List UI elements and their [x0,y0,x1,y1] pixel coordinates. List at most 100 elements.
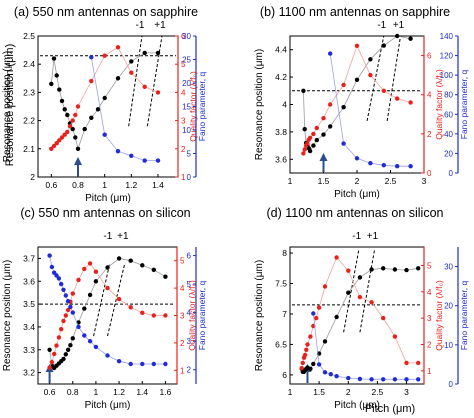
plot-frame [37,35,179,178]
y3-tick-label: 40 [444,130,453,139]
data-point-y2 [346,268,351,273]
data-point-y2 [316,305,322,310]
data-point-y1 [354,77,360,83]
data-point-y1 [82,306,87,311]
y2-tick-label: 1 [180,366,185,375]
order-label: -1 [103,231,112,242]
data-point-y3 [369,377,374,382]
data-point-y3 [316,362,322,367]
data-point-y2 [151,313,156,318]
data-point-y1 [70,126,75,132]
data-point-y1 [54,73,59,78]
data-point-y2 [49,146,54,151]
y-tick-label: 2.1 [23,144,35,154]
data-point-y2 [163,313,168,318]
y2-axis-label: Quality factor (λ/f₀) [187,280,197,351]
pitch-arrow-head [74,157,82,165]
data-point-y2 [129,70,134,75]
data-point-y1 [129,59,134,64]
y3-axis-label: Fano parameter, q [459,70,469,140]
data-point-y2 [115,45,121,50]
data-point-y2 [300,360,305,366]
data-point-y3 [341,141,346,146]
data-point-y1 [302,127,307,132]
data-point-y1 [57,87,62,92]
data-point-y2 [314,315,319,321]
data-point-y1 [95,107,101,112]
panel-b: (b) 1100 nm antennas on sapphire 1 1.5 2 2.5… [254,5,469,200]
x-tick-label: 3 [422,176,427,186]
data-point-y3 [357,376,363,382]
data-point-y1 [93,279,99,284]
data-point-y3 [140,361,145,367]
y3-tick-label: 80 [444,91,453,100]
plot-frame [289,246,425,385]
data-point-y2 [305,342,310,347]
y-axis-label: Resonance position (μm) [2,51,13,162]
y2-tick-label: 1 [181,173,186,182]
y-tick-label: 4.2 [275,72,287,82]
data-point-y1 [395,33,400,39]
data-point-y2 [49,359,55,365]
series-line-y3 [329,53,411,167]
data-point-y1 [68,343,73,348]
y-tick-label: 2.3 [23,87,35,97]
data-point-y2 [404,360,409,366]
y3-axis-label: Fano parameter, q [197,281,207,351]
data-point-y1 [140,263,145,268]
panel-d: (d) 1100 nm antennas on silicon 1 1.5 2 2.5 3… [254,206,469,411]
x-tick-label: 0.8 [67,387,79,397]
order-dashed-line [93,262,111,337]
y-tick-label: 6 [282,370,287,380]
series-line-y3 [312,313,419,380]
data-point-y2 [299,366,304,371]
data-point-y2 [357,294,363,300]
data-point-y3 [404,377,409,382]
x-tick-label: 2.5 [371,387,383,397]
y2-tick-label: 6 [181,32,186,41]
data-point-y2 [392,334,398,339]
data-point-y1 [59,98,65,104]
data-point-y2 [73,112,78,118]
data-point-y2 [52,351,57,357]
y-tick-label: 4.4 [275,45,287,55]
data-point-y1 [392,267,398,272]
order-label: +1 [117,231,129,242]
data-point-y3 [151,361,156,367]
y-axis-label: Resonance position (μm) [2,260,13,371]
data-point-y2 [93,269,99,274]
data-point-y3 [354,156,360,161]
data-point-y1 [65,347,71,352]
data-point-y2 [302,352,308,358]
y3-tick-label: 10 [182,126,191,135]
y3-tick-label: 25 [182,56,191,65]
y-tick-label: 3.4 [23,322,35,332]
y2-tick-label: 2 [427,130,432,139]
y2-axis-label: Quality factor (λ/f₀) [434,69,444,140]
data-point-y2 [57,138,62,143]
x-tick-label: 1 [94,387,99,397]
y-tick-label: 3.3 [23,345,35,355]
data-point-y2 [408,100,413,105]
data-point-y2 [51,143,57,149]
data-point-y2 [155,90,161,95]
data-point-y1 [416,266,421,271]
data-point-y3 [311,311,316,316]
data-point-y3 [68,304,73,310]
x-axis-label: Pitch (μm) [334,189,380,200]
x-tick-label: 2 [355,176,360,186]
data-point-y3 [59,281,64,287]
data-point-y2 [116,296,122,302]
panel-c: (c) 550 nm antennas on silicon 0.6 0.8 1 1.2… [2,206,207,411]
data-point-y1 [51,56,57,61]
x-tick-label: 1 [288,387,293,397]
data-point-y2 [142,84,147,90]
data-point-y2 [65,129,70,135]
data-point-y2 [381,315,386,321]
data-point-y3 [328,372,333,377]
data-point-y1 [381,266,386,271]
data-point-y3 [416,377,421,382]
order-dashed-line [386,35,402,122]
y3-tick-label: 5 [187,150,192,159]
